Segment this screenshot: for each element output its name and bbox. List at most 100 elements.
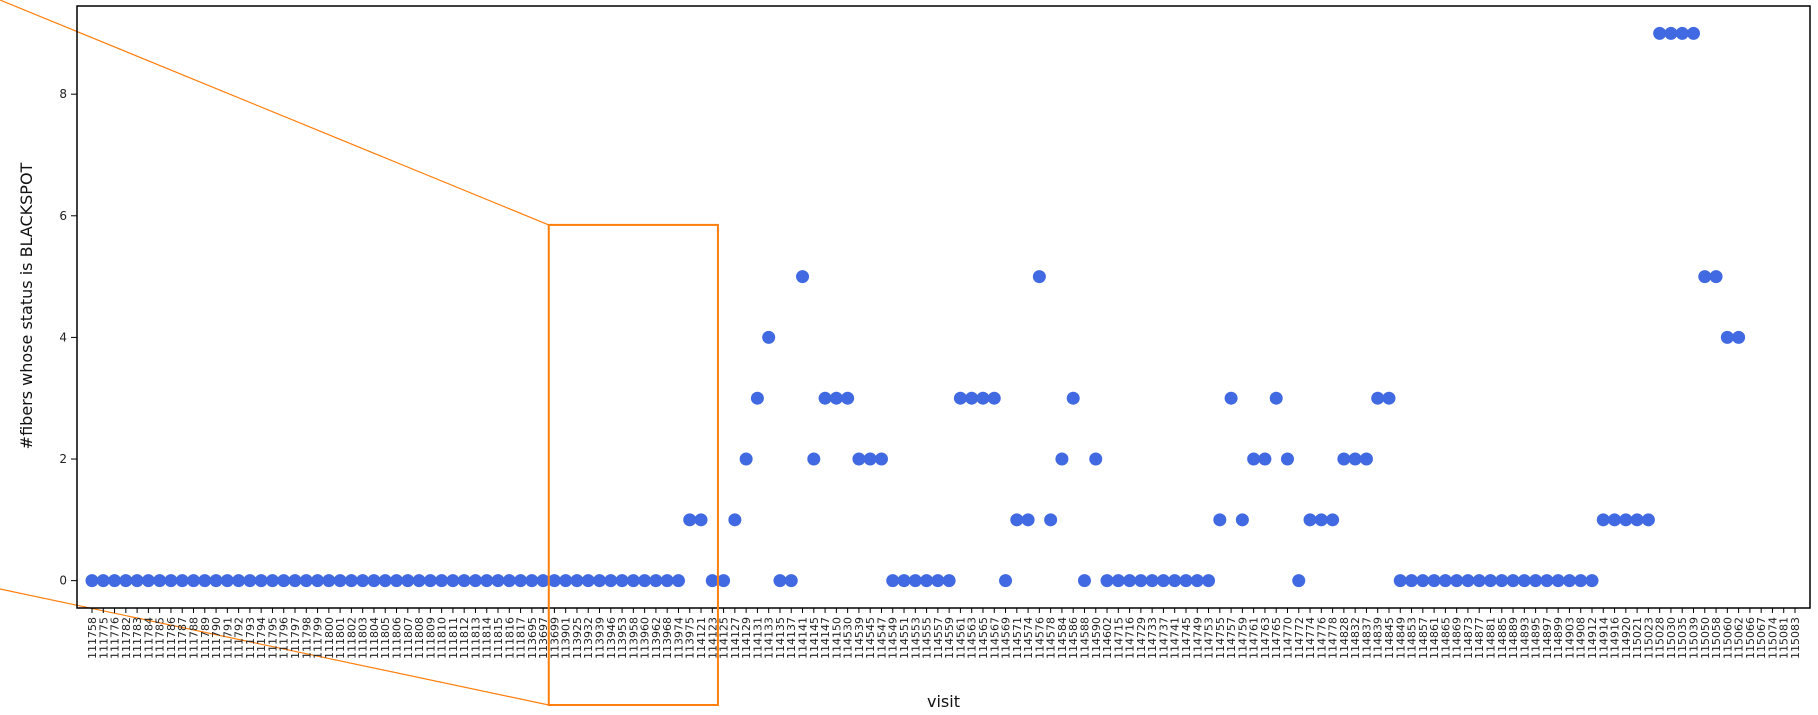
x-tick-label: 114549 xyxy=(887,617,900,659)
data-point xyxy=(683,513,697,527)
data-point xyxy=(1686,26,1700,40)
data-point xyxy=(367,574,381,588)
data-point xyxy=(987,391,1001,405)
data-point xyxy=(886,574,900,588)
x-tick-label: 114761 xyxy=(1248,617,1261,659)
data-point xyxy=(1168,574,1182,588)
data-point xyxy=(1653,26,1667,40)
x-tick-label: 114853 xyxy=(1406,617,1419,659)
x-tick-label: 111811 xyxy=(447,617,460,659)
x-tick-label: 114559 xyxy=(943,617,956,659)
x-tick-label: 111801 xyxy=(334,617,347,659)
data-point xyxy=(119,574,133,588)
data-point xyxy=(1371,391,1385,405)
x-tick-label: 114897 xyxy=(1541,617,1554,659)
data-point xyxy=(322,574,336,588)
x-tick-label: 111816 xyxy=(503,617,516,659)
data-point xyxy=(423,574,437,588)
data-point xyxy=(1077,574,1091,588)
x-tick-label: 114845 xyxy=(1383,617,1396,659)
x-tick-label: 113695 xyxy=(526,617,539,659)
x-tick-label: 114765 xyxy=(1270,617,1283,659)
x-tick-label: 114759 xyxy=(1236,617,1249,659)
x-tick-label: 111786 xyxy=(165,617,178,659)
x-tick-label: 114561 xyxy=(954,617,967,659)
data-point xyxy=(717,574,731,588)
x-tick-label: 114137 xyxy=(785,617,798,659)
zoom-callout-lines xyxy=(0,0,549,706)
data-point xyxy=(1314,513,1328,527)
data-point xyxy=(1732,330,1746,344)
x-tick-label: 114576 xyxy=(1033,617,1046,659)
x-tick-label: 114881 xyxy=(1484,617,1497,659)
x-tick-label: 115081 xyxy=(1778,617,1791,659)
x-tick-label: 114908 xyxy=(1575,617,1588,659)
x-tick-label: 114903 xyxy=(1563,617,1576,659)
x-tick-label: 114899 xyxy=(1552,617,1565,659)
x-tick-label: 111788 xyxy=(188,617,201,659)
data-point xyxy=(1393,574,1407,588)
data-point xyxy=(502,574,516,588)
x-tick-label: 111790 xyxy=(210,617,223,659)
data-point xyxy=(1190,574,1204,588)
data-point xyxy=(1483,574,1497,588)
x-tick-label: 114547 xyxy=(875,617,888,659)
data-point xyxy=(153,574,167,588)
data-point xyxy=(1698,270,1712,284)
y-axis-ticks: 0 2 4 6 8 xyxy=(59,87,77,588)
data-point xyxy=(108,574,122,588)
data-point xyxy=(1247,452,1261,466)
data-point xyxy=(265,574,279,588)
x-tick-label: 113946 xyxy=(605,617,618,659)
x-tick-label: 114770 xyxy=(1281,617,1294,659)
x-tick-label: 114530 xyxy=(842,617,855,659)
data-point xyxy=(1044,513,1058,527)
x-tick-label: 114774 xyxy=(1304,617,1317,659)
x-tick-label: 114778 xyxy=(1327,617,1340,659)
x-tick-label: 115074 xyxy=(1766,617,1779,659)
data-point xyxy=(1348,452,1362,466)
data-point xyxy=(829,391,843,405)
x-tick-label: 114895 xyxy=(1530,617,1543,659)
x-tick-label: 113699 xyxy=(548,617,561,659)
x-tick-label: 114578 xyxy=(1045,617,1058,659)
x-tick-label: 111813 xyxy=(469,617,482,659)
x-tick-label: 111808 xyxy=(413,617,426,659)
data-point xyxy=(1495,574,1509,588)
data-point xyxy=(1269,391,1283,405)
data-point xyxy=(435,574,449,588)
data-point xyxy=(491,574,505,588)
x-tick-label: 115060 xyxy=(1721,617,1734,659)
x-tick-label: 113939 xyxy=(594,617,607,659)
x-tick-label: 111796 xyxy=(278,617,291,659)
x-tick-label: 114753 xyxy=(1203,617,1216,659)
y-tick-label: 2 xyxy=(59,452,67,466)
data-point xyxy=(446,574,460,588)
data-point xyxy=(198,574,212,588)
data-point xyxy=(1292,574,1306,588)
data-point xyxy=(1100,574,1114,588)
x-tick-label: 113958 xyxy=(627,617,640,659)
data-point xyxy=(728,513,742,527)
data-point xyxy=(1551,574,1565,588)
x-tick-label: 114586 xyxy=(1067,617,1080,659)
x-tick-label: 114539 xyxy=(853,617,866,659)
plot-area-frame xyxy=(76,5,1811,609)
x-tick-label: 111787 xyxy=(176,617,189,659)
x-tick-label: 113968 xyxy=(661,617,674,659)
x-tick-label: 114885 xyxy=(1496,617,1509,659)
data-point xyxy=(604,574,618,588)
x-tick-label: 115058 xyxy=(1710,617,1723,659)
data-point xyxy=(1123,574,1137,588)
data-point xyxy=(773,574,787,588)
data-point xyxy=(796,270,810,284)
data-point xyxy=(1540,574,1554,588)
data-point xyxy=(1235,513,1249,527)
x-tick-label: 114569 xyxy=(1000,617,1013,659)
data-point xyxy=(762,330,776,344)
data-point xyxy=(187,574,201,588)
x-tick-label: 114557 xyxy=(932,617,945,659)
data-point xyxy=(378,574,392,588)
data-point xyxy=(243,574,257,588)
